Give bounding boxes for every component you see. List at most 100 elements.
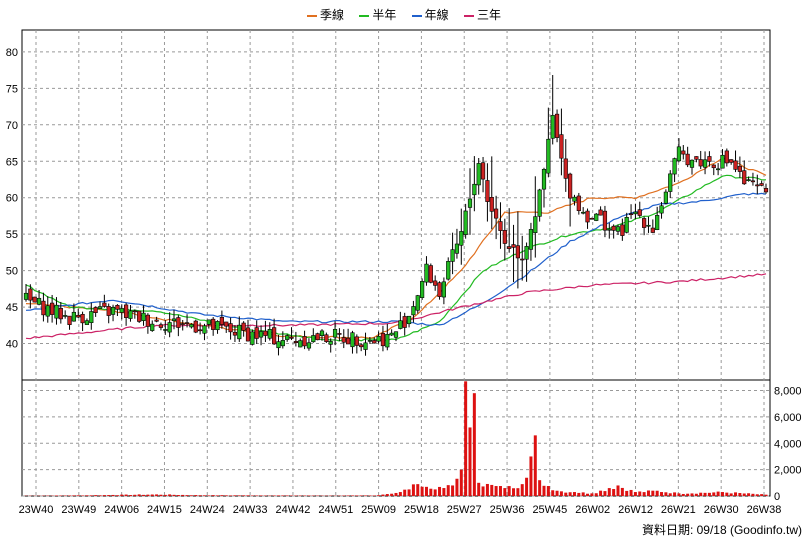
volume-bar xyxy=(107,495,111,496)
candle-body xyxy=(289,336,294,339)
candle-body xyxy=(224,321,229,327)
candle-body xyxy=(285,335,290,340)
candle-body xyxy=(359,344,364,348)
volume-bar xyxy=(564,492,568,496)
volume-bar xyxy=(102,495,106,496)
volume-bar xyxy=(520,484,524,496)
candle-body xyxy=(232,331,238,336)
x-tick-label: 24W15 xyxy=(147,504,182,516)
candle-body xyxy=(672,158,677,175)
volume-bar xyxy=(559,491,563,496)
x-tick-label: 23W49 xyxy=(61,504,96,516)
volume-bar xyxy=(529,456,533,496)
volume-bar xyxy=(542,485,546,496)
candle-body xyxy=(124,304,129,318)
candle-body xyxy=(498,221,503,231)
volume-bar xyxy=(729,493,733,496)
candle-body xyxy=(698,159,703,167)
candle-body xyxy=(163,329,168,331)
volume-bar xyxy=(472,393,476,496)
volume-bar xyxy=(172,494,176,496)
volume-bar xyxy=(272,495,276,496)
candle-body xyxy=(198,329,203,332)
candle-body xyxy=(424,263,429,283)
candle-body xyxy=(602,210,608,231)
volume-bar xyxy=(498,486,502,496)
volume-bar xyxy=(155,494,159,496)
legend: 季線 半年 年線 三年 xyxy=(0,6,808,23)
x-tick-label: 26W02 xyxy=(575,504,610,516)
volume-bar xyxy=(494,486,498,496)
candle-body xyxy=(219,316,224,325)
candle-body xyxy=(689,159,695,168)
volume-bar xyxy=(590,493,594,496)
volume-bar xyxy=(720,492,724,496)
candle-body xyxy=(685,153,690,166)
volume-bar xyxy=(612,489,616,496)
candle-body xyxy=(441,281,446,298)
candle-body xyxy=(254,327,259,339)
candle-body xyxy=(263,330,268,336)
candle-body xyxy=(720,154,725,169)
candle-body xyxy=(267,329,272,339)
volume-bar xyxy=(755,494,759,496)
candle-body xyxy=(145,314,150,327)
volume-bar xyxy=(577,492,581,496)
candle-body xyxy=(258,331,264,338)
volume-bar xyxy=(438,486,442,496)
candle-body xyxy=(71,311,76,322)
volume-panel-frame xyxy=(21,379,771,497)
candle-body xyxy=(372,340,377,344)
candle-body xyxy=(67,315,72,325)
volume-bar xyxy=(424,486,428,496)
candle-body xyxy=(494,208,499,219)
candle-body xyxy=(50,302,55,315)
candle-body xyxy=(463,210,468,235)
candle-body xyxy=(280,340,285,347)
volume-bar xyxy=(137,494,141,496)
candle-body xyxy=(45,305,50,317)
volume-bar xyxy=(150,494,154,496)
candle-body xyxy=(398,320,403,329)
candle-body xyxy=(746,179,751,182)
candle-body xyxy=(724,150,729,164)
volume-bar xyxy=(485,483,489,496)
volume-bar xyxy=(664,492,668,496)
candle-body xyxy=(245,327,251,342)
candle-body xyxy=(380,333,386,347)
candle-body xyxy=(763,188,769,193)
candle-body xyxy=(332,328,338,338)
volume-bar xyxy=(464,381,468,496)
candle-body xyxy=(206,319,211,325)
volume-bar xyxy=(229,495,233,496)
candle-body xyxy=(524,246,529,260)
legend-threeyear: 三年 xyxy=(464,6,501,23)
price-tick-label: 60 xyxy=(6,193,18,205)
candle-body xyxy=(167,322,172,333)
volume-tick-label: 4,000 xyxy=(774,438,802,450)
candle-body xyxy=(276,341,281,349)
candle-body xyxy=(150,323,155,331)
candle-body xyxy=(707,156,712,162)
volume-tick-label: 6,000 xyxy=(774,412,802,424)
volume-bar xyxy=(477,482,481,496)
candle-body xyxy=(615,226,621,232)
volume-bar xyxy=(355,495,359,496)
volume-bar xyxy=(120,494,124,496)
candle-body xyxy=(363,342,368,350)
candle-body xyxy=(459,231,464,246)
volume-bar xyxy=(189,495,193,496)
volume-bar xyxy=(307,495,311,496)
volume-bar xyxy=(124,494,128,496)
candle-body xyxy=(119,308,124,313)
candle-body xyxy=(711,164,716,169)
candle-body xyxy=(84,320,90,325)
volume-bar xyxy=(555,490,559,496)
volume-bar xyxy=(142,494,146,496)
volume-bar xyxy=(416,484,420,496)
volume-bar xyxy=(72,495,76,496)
candle-body xyxy=(341,337,346,343)
volume-bar xyxy=(660,492,664,496)
x-tick-label: 25W18 xyxy=(404,504,439,516)
